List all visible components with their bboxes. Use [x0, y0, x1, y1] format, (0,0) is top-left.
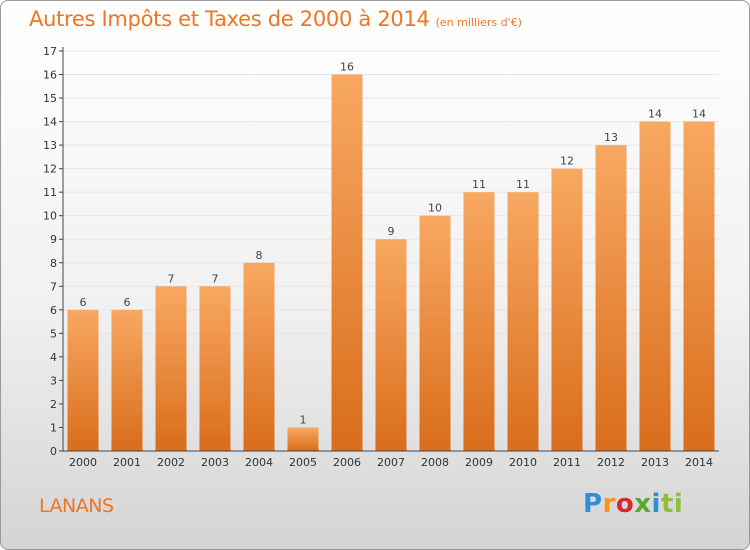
logo-letter: i	[651, 489, 661, 519]
y-tick-label: 0	[50, 445, 57, 458]
y-tick-label: 8	[50, 257, 57, 270]
bar-value-label: 14	[692, 108, 706, 121]
x-tick-label: 2003	[201, 456, 229, 469]
bar-value-label: 16	[340, 61, 354, 74]
y-tick-label: 2	[50, 398, 57, 411]
x-tick-label: 2001	[113, 456, 141, 469]
bar	[375, 239, 407, 451]
bar	[287, 427, 319, 451]
bar-value-label: 7	[212, 272, 219, 285]
y-tick-label: 5	[50, 327, 57, 340]
logo-letter: P	[583, 489, 603, 519]
bar	[419, 215, 451, 451]
bar-value-label: 7	[168, 272, 175, 285]
bar-value-label: 6	[80, 296, 87, 309]
bar	[155, 286, 187, 451]
y-tick-label: 13	[43, 139, 57, 152]
y-tick-label: 3	[50, 374, 57, 387]
y-tick-label: 14	[43, 116, 57, 129]
proxiti-logo: Proxiti	[583, 489, 683, 519]
bar	[111, 309, 143, 451]
bar	[463, 192, 495, 452]
bar-value-label: 13	[604, 131, 618, 144]
bar	[595, 145, 627, 451]
x-tick-label: 2004	[245, 456, 273, 469]
x-tick-label: 2013	[641, 456, 669, 469]
bar-value-label: 12	[560, 155, 574, 168]
logo-letter: o	[615, 489, 635, 519]
x-tick-label: 2011	[553, 456, 581, 469]
bar	[331, 74, 363, 451]
bar	[67, 309, 99, 451]
x-tick-label: 2008	[421, 456, 449, 469]
bar-value-label: 14	[648, 108, 662, 121]
y-tick-label: 6	[50, 304, 57, 317]
bar	[683, 121, 715, 452]
bar	[551, 168, 583, 451]
bar-value-label: 8	[256, 249, 263, 262]
bar-value-label: 9	[388, 225, 395, 238]
x-tick-label: 2000	[69, 456, 97, 469]
y-tick-label: 17	[43, 45, 57, 58]
y-tick-label: 9	[50, 233, 57, 246]
x-tick-label: 2006	[333, 456, 361, 469]
x-axis: 2000 2001 2002 2003 2004 2005 2006 2007 2008 2009…	[63, 450, 719, 469]
bar	[199, 286, 231, 451]
logo-letter: r	[602, 489, 616, 519]
x-tick-label: 2005	[289, 456, 317, 469]
x-tick-label: 2007	[377, 456, 405, 469]
chart-subtitle: (en milliers d'€)	[435, 16, 522, 29]
bar-value-label: 6	[124, 296, 131, 309]
y-tick-label: 7	[50, 280, 57, 293]
x-tick-label: 2012	[597, 456, 625, 469]
bar-value-label: 11	[472, 178, 486, 191]
y-tick-label: 16	[43, 69, 57, 82]
bar	[243, 262, 275, 451]
x-tick-label: 2009	[465, 456, 493, 469]
y-tick-label: 15	[43, 92, 57, 105]
logo-letter: x	[634, 489, 652, 519]
y-tick-label: 12	[43, 163, 57, 176]
bars: 6 6 7 7 8 1 16 9 10 11 11 12 13 14 14	[67, 61, 715, 452]
bar	[639, 121, 671, 452]
y-tick-label: 4	[50, 351, 57, 364]
x-tick-label: 2002	[157, 456, 185, 469]
commune-name: LANANS	[39, 495, 114, 517]
y-tick-label: 11	[43, 186, 57, 199]
x-tick-label: 2014	[685, 456, 713, 469]
logo-letter: ti	[660, 489, 684, 519]
y-tick-label: 1	[50, 421, 57, 434]
chart-title-text: Autres Impôts et Taxes de 2000 à 2014	[29, 7, 430, 31]
bar-value-label: 11	[516, 178, 530, 191]
bar-value-label: 10	[428, 202, 442, 215]
bar-value-label: 1	[300, 413, 307, 426]
bar	[507, 192, 539, 452]
chart-title: Autres Impôts et Taxes de 2000 à 2014 (en…	[29, 7, 522, 31]
x-tick-label: 2010	[509, 456, 537, 469]
y-tick-label: 10	[43, 210, 57, 223]
